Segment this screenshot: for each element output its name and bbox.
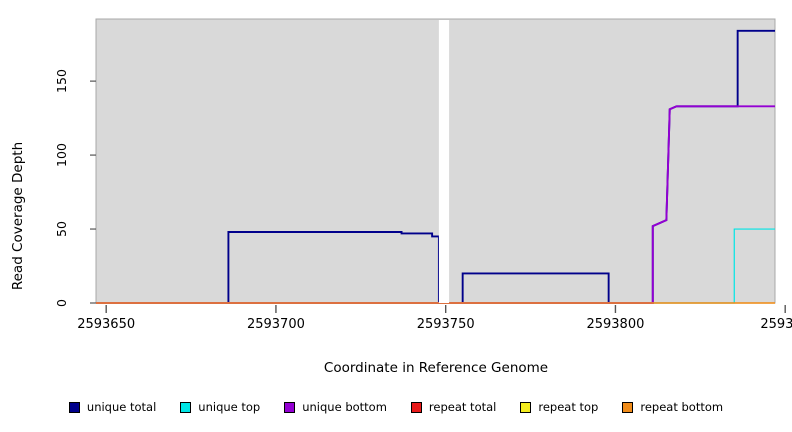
legend-item: unique top [180,400,260,414]
legend-label: unique top [198,400,261,414]
legend-label: repeat total [428,400,497,414]
legend-label: unique bottom [302,400,387,414]
legend-swatch-icon [180,401,192,413]
x-tick-label: 2593700 [246,317,305,332]
y-tick-label: 100 [54,143,69,168]
legend-item: unique bottom [284,400,387,414]
legend-item: unique total [68,400,157,414]
x-tick-label: 2593750 [416,317,475,332]
legend-swatch-icon [68,401,80,413]
legend-item: repeat bottom [622,400,723,414]
no-data-gap-band [438,20,450,303]
plot-background [95,18,776,304]
legend-swatch-icon [622,401,634,413]
legend-item: repeat total [410,400,497,414]
x-tick-label: 259385 [760,317,792,332]
legend-swatch-icon [520,401,532,413]
series-line-unique-bottom [96,105,775,304]
legend-item: repeat top [520,400,598,414]
legend-label: repeat bottom [640,400,724,414]
x-tick-label: 2593650 [77,317,136,332]
legend-swatch-icon [410,401,422,413]
y-tick-label: 150 [54,69,69,94]
legend-swatch-icon [284,401,296,413]
legend-label: repeat top [538,400,599,414]
x-axis-title: Coordinate in Reference Genome [323,360,549,376]
y-tick-label: 50 [54,221,69,237]
legend-label: unique total [86,400,157,414]
chart-legend: unique total unique top unique bottom repea… [0,396,792,418]
x-tick-label: 2593800 [586,317,645,332]
